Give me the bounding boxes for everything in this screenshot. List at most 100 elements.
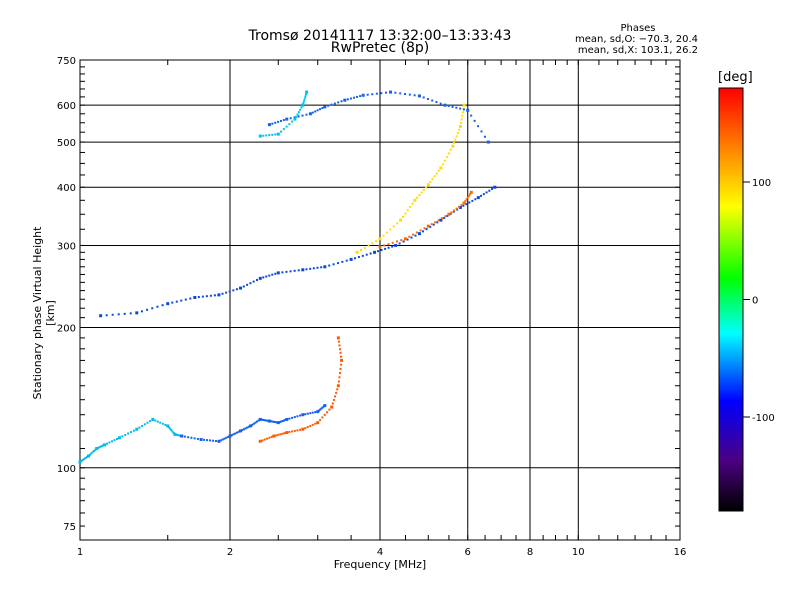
- data-point-fill: [365, 253, 368, 256]
- data-point-fill: [309, 267, 312, 270]
- data-point-fill: [341, 260, 344, 263]
- data-point-fill: [265, 134, 268, 137]
- data-point-fill: [297, 115, 300, 118]
- chart-title: Tromsø 20141117 13:32:00–13:33:43: [248, 28, 512, 44]
- data-point-fill: [106, 442, 109, 445]
- data-point-fill: [176, 433, 179, 436]
- y-tick-label: 100: [57, 464, 76, 475]
- data-point-fill: [305, 113, 308, 116]
- data-point-fill: [429, 225, 432, 228]
- data-point-fill: [321, 416, 324, 419]
- data-point-fill: [432, 223, 435, 226]
- data-point-fill: [311, 423, 314, 426]
- data-point-fill: [466, 196, 469, 199]
- data-point-fill: [230, 434, 233, 437]
- data-point-fill: [251, 423, 254, 426]
- data-point-fill: [159, 421, 162, 424]
- data-point-fill: [178, 434, 181, 437]
- data-point-fill: [278, 421, 281, 424]
- data-point-fill: [275, 434, 278, 437]
- data-point-fill: [237, 430, 240, 433]
- data-point-fill: [400, 239, 403, 242]
- data-point: [378, 245, 382, 249]
- data-point-fill: [174, 433, 177, 436]
- data-point-fill: [449, 212, 452, 215]
- data-point-fill: [83, 457, 86, 460]
- data-point-fill: [272, 420, 275, 423]
- data-point-fill: [464, 200, 467, 203]
- x-tick-label: 2: [227, 547, 233, 558]
- data-point-fill: [289, 117, 292, 120]
- data-point-fill: [262, 134, 265, 137]
- data-point-fill: [305, 93, 308, 96]
- data-point: [469, 190, 473, 194]
- data-point-fill: [383, 244, 386, 247]
- data-point-fill: [411, 202, 414, 205]
- data-point-fill: [170, 429, 173, 432]
- data-point-fill: [299, 414, 302, 417]
- data-point: [95, 447, 99, 451]
- data-point: [316, 410, 320, 414]
- data-point-fill: [236, 431, 239, 434]
- data-point-fill: [380, 92, 383, 95]
- data-point-fill: [447, 105, 450, 108]
- data-point-fill: [454, 138, 457, 141]
- data-point: [336, 336, 340, 340]
- data-point-fill: [306, 412, 309, 415]
- data-point-fill: [252, 280, 255, 283]
- data-point-fill: [283, 432, 286, 435]
- data-point-fill: [320, 407, 323, 410]
- data-point-fill: [425, 228, 428, 231]
- data-point: [99, 314, 103, 318]
- data-point-fill: [84, 456, 87, 459]
- data-point-fill: [436, 221, 439, 224]
- data-point: [267, 123, 271, 127]
- data-point-fill: [414, 234, 417, 237]
- data-point-fill: [319, 408, 322, 411]
- data-point: [413, 198, 417, 202]
- data-point-fill: [113, 439, 116, 442]
- y-tick-label: 300: [57, 241, 76, 252]
- data-point-fill: [406, 209, 409, 212]
- data-point-fill: [311, 411, 314, 414]
- data-point-fill: [274, 121, 277, 124]
- data-point-fill: [460, 203, 463, 206]
- data-point-fill: [221, 438, 224, 441]
- data-point: [426, 183, 430, 187]
- data-point-fill: [184, 298, 187, 301]
- data-point: [117, 436, 121, 440]
- data-point-fill: [336, 262, 339, 265]
- data-point-fill: [268, 274, 271, 277]
- data-point-fill: [288, 417, 291, 420]
- data-point-fill: [282, 128, 285, 131]
- data-point-fill: [443, 217, 446, 220]
- data-point-fill: [265, 275, 268, 278]
- colorbar-ticks: 100 0 -100: [743, 178, 775, 424]
- data-point-fill: [196, 437, 199, 440]
- data-point: [330, 405, 334, 409]
- data-point-fill: [280, 130, 283, 133]
- data-point: [493, 185, 497, 189]
- data-point: [476, 196, 480, 200]
- data-point: [135, 427, 139, 431]
- data-point-fill: [422, 230, 425, 233]
- data-point-fill: [277, 433, 280, 436]
- data-point-fill: [375, 92, 378, 95]
- data-point: [389, 90, 393, 94]
- data-point-fill: [483, 135, 486, 138]
- data-point: [378, 237, 382, 241]
- data-point-fill: [443, 159, 446, 162]
- data-point-fill: [282, 119, 285, 122]
- data-point-fill: [111, 313, 114, 316]
- data-point-fill: [458, 128, 461, 131]
- data-point-fill: [340, 355, 343, 358]
- data-point-fill: [271, 273, 274, 276]
- data-point: [272, 434, 276, 438]
- data-point-fill: [171, 301, 174, 304]
- data-point: [86, 454, 90, 458]
- data-point-fill: [154, 419, 157, 422]
- phase-stats-o: mean, sd,O: −70.3, 20.4: [575, 34, 698, 45]
- data-point-fill: [352, 96, 355, 99]
- data-point-fill: [434, 221, 437, 224]
- data-point-fill: [127, 432, 130, 435]
